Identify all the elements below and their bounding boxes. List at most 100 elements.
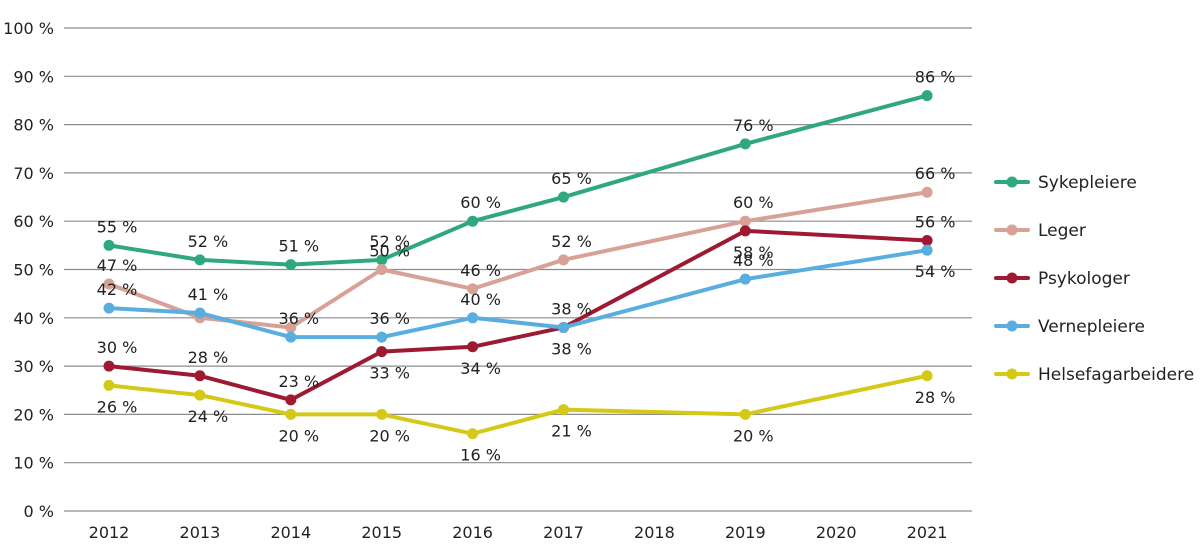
data-point <box>921 235 933 247</box>
gridlines <box>64 27 972 512</box>
legend-label: Helsefagarbeidere <box>1038 365 1194 385</box>
data-point <box>194 254 206 266</box>
data-point <box>739 225 751 237</box>
data-label: 66 % <box>915 164 956 183</box>
series-line <box>107 248 930 340</box>
legend-label: Sykepleiere <box>1038 173 1137 193</box>
y-tick-label: 70 % <box>13 164 54 183</box>
data-point <box>194 307 206 319</box>
legend: Sykepleiere Leger Psykologer Vernepleiere He… <box>994 173 1194 385</box>
data-label: 41 % <box>188 285 229 304</box>
data-label: 40 % <box>460 290 501 309</box>
data-point <box>376 254 388 266</box>
data-label: 42 % <box>97 280 138 299</box>
data-point <box>739 273 751 285</box>
data-point <box>285 394 297 406</box>
y-tick-label: 100 % <box>3 19 54 38</box>
data-point <box>376 264 388 275</box>
data-point <box>103 239 115 251</box>
legend-item-psykologer: Psykologer <box>994 269 1130 289</box>
data-point <box>921 370 933 382</box>
series-psykologer <box>103 225 933 406</box>
y-tick-label: 40 % <box>13 309 54 328</box>
data-label: 86 % <box>915 68 956 87</box>
data-point <box>467 215 479 227</box>
y-tick-label: 0 % <box>24 502 54 521</box>
x-tick-label: 2021 <box>907 523 948 542</box>
legend-label: Vernepleiere <box>1038 317 1145 337</box>
data-point <box>103 379 115 391</box>
data-label: 54 % <box>915 262 956 281</box>
legend-item-vernepleiere: Vernepleiere <box>994 317 1145 337</box>
series-sykepleiere <box>103 90 933 271</box>
data-label: 76 % <box>733 116 774 135</box>
legend-item-sykepleiere: Sykepleiere <box>994 173 1137 193</box>
data-label: 20 % <box>369 426 410 445</box>
x-axis-tick-labels: 2012 2013 2014 2015 2016 2017 2018 2019 2020 2021 <box>89 523 948 542</box>
data-point <box>921 90 933 102</box>
data-label: 60 % <box>733 193 774 212</box>
data-point <box>194 370 206 382</box>
data-label: 52 % <box>188 232 229 251</box>
y-tick-label: 30 % <box>13 357 54 376</box>
data-point <box>285 321 297 333</box>
data-point <box>739 408 751 420</box>
data-point <box>558 254 569 266</box>
legend-marker-icon <box>1006 368 1018 380</box>
legend-marker-icon <box>1006 272 1018 284</box>
data-point <box>194 389 206 401</box>
data-point <box>467 312 479 324</box>
data-point <box>921 186 933 198</box>
data-point <box>285 331 297 343</box>
data-label: 20 % <box>278 426 319 445</box>
data-point <box>103 278 115 290</box>
data-label: 56 % <box>915 213 956 232</box>
data-label: 48 % <box>733 251 774 270</box>
x-tick-label: 2012 <box>89 523 130 542</box>
data-label: 24 % <box>188 407 229 426</box>
y-axis-tick-labels: 0 % 10 % 20 % 30 % 40 % 50 % 60 % 70 % 80 % 90 % 1… <box>3 19 54 521</box>
data-point <box>103 360 115 372</box>
data-point <box>921 244 933 256</box>
y-tick-label: 50 % <box>13 261 54 280</box>
x-tick-label: 2020 <box>816 523 857 542</box>
data-point <box>739 215 751 227</box>
data-point <box>558 191 569 203</box>
data-labels: 55 % 52 % 51 % 52 % 60 % 65 % 76 % 86 % 47 % 50 %… <box>97 68 956 465</box>
legend-marker-icon <box>1006 320 1018 332</box>
series-line <box>107 228 930 402</box>
data-label: 60 % <box>460 193 501 212</box>
data-label: 34 % <box>460 359 501 378</box>
legend-marker-icon <box>1006 224 1018 236</box>
data-label: 23 % <box>278 372 319 391</box>
legend-marker-icon <box>1006 176 1018 188</box>
data-label: 30 % <box>97 338 138 357</box>
data-label: 21 % <box>551 422 592 441</box>
data-point <box>376 408 388 420</box>
series-line <box>107 190 930 330</box>
y-tick-label: 60 % <box>13 212 54 231</box>
data-label: 33 % <box>369 364 410 383</box>
data-point <box>285 408 297 420</box>
data-label: 47 % <box>97 256 138 275</box>
data-label: 20 % <box>733 426 774 445</box>
series-line <box>107 93 930 267</box>
data-point <box>285 259 297 271</box>
data-label: 16 % <box>460 446 501 465</box>
data-point <box>739 138 751 150</box>
data-label: 28 % <box>188 348 229 367</box>
series-helsefagarbeidere <box>103 370 933 440</box>
data-point <box>376 346 388 358</box>
series-line <box>107 373 930 436</box>
y-tick-label: 80 % <box>13 116 54 135</box>
data-point <box>467 283 479 295</box>
data-point <box>103 302 115 314</box>
data-label: 52 % <box>551 232 592 251</box>
series-lines <box>103 90 933 440</box>
data-label: 46 % <box>460 261 501 280</box>
legend-item-helsefagarbeidere: Helsefagarbeidere <box>994 365 1194 385</box>
data-label: 36 % <box>278 309 319 328</box>
legend-label: Leger <box>1038 221 1086 241</box>
data-label: 50 % <box>369 242 410 261</box>
